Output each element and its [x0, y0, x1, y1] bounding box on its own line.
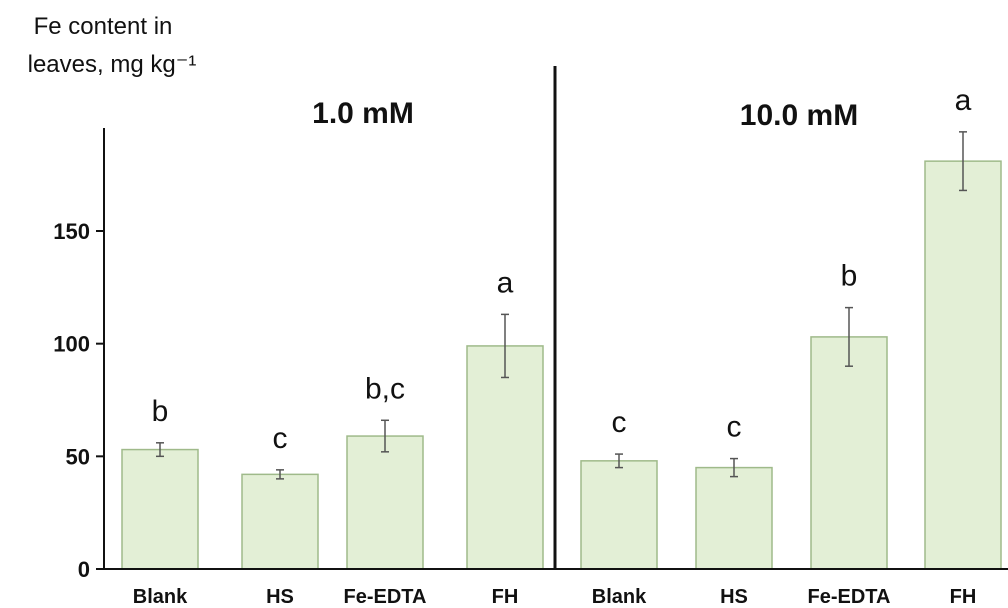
- x-tick-label: Fe-EDTA: [808, 586, 891, 608]
- x-tick-label: FH: [492, 586, 519, 608]
- x-tick-label: FH: [950, 586, 977, 608]
- significance-label: a: [955, 84, 972, 117]
- bar: [695, 466, 773, 570]
- bar: [346, 435, 424, 570]
- significance-label: c: [612, 406, 627, 439]
- bar: [580, 460, 658, 570]
- y-tick-label: 150: [53, 219, 90, 244]
- significance-label: c: [727, 411, 742, 444]
- x-tick-label: Blank: [133, 586, 188, 608]
- x-tick-label: HS: [720, 586, 748, 608]
- significance-label: b,c: [365, 372, 405, 405]
- bar: [810, 336, 888, 570]
- bar: [466, 345, 544, 570]
- x-tick-label: Blank: [592, 586, 647, 608]
- panel-label-10mm: 10.0 mM: [740, 99, 858, 132]
- panel-label-1mm: 1.0 mM: [312, 97, 414, 130]
- y-tick-label: 50: [66, 444, 90, 469]
- x-tick-label: HS: [266, 586, 294, 608]
- significance-label: c: [273, 422, 288, 455]
- significance-label: b: [152, 395, 169, 428]
- y-axis-label: Fe content in leaves, mg kg⁻¹: [28, 13, 197, 78]
- bar: [241, 473, 319, 570]
- y-tick-label: 100: [53, 332, 90, 357]
- significance-label: b: [841, 260, 858, 293]
- y-ticks: 0 50 100 150: [53, 219, 104, 582]
- bar: [924, 160, 1002, 570]
- x-tick-label: Fe-EDTA: [344, 586, 427, 608]
- y-axis-label-line-1: Fe content in: [34, 13, 173, 40]
- bars: b Blank c HS b,c Fe-EDTA a FH c Blank c HS b Fe-EDTA a…: [104, 84, 1008, 608]
- significance-label: a: [497, 266, 514, 299]
- y-axis-label-line-2: leaves, mg kg⁻¹: [28, 51, 197, 78]
- bar: [121, 448, 199, 570]
- y-tick-label: 0: [78, 557, 90, 582]
